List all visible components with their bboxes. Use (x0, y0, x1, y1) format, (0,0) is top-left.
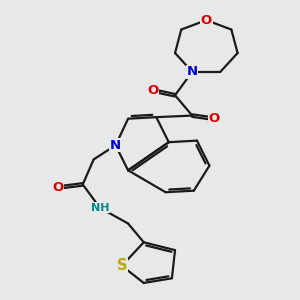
Text: O: O (201, 14, 212, 27)
Text: S: S (117, 258, 127, 273)
Text: NH: NH (91, 203, 109, 213)
Text: O: O (148, 84, 159, 97)
Text: O: O (208, 112, 220, 125)
Text: O: O (52, 181, 63, 194)
Text: N: N (110, 139, 121, 152)
Text: N: N (187, 65, 198, 78)
